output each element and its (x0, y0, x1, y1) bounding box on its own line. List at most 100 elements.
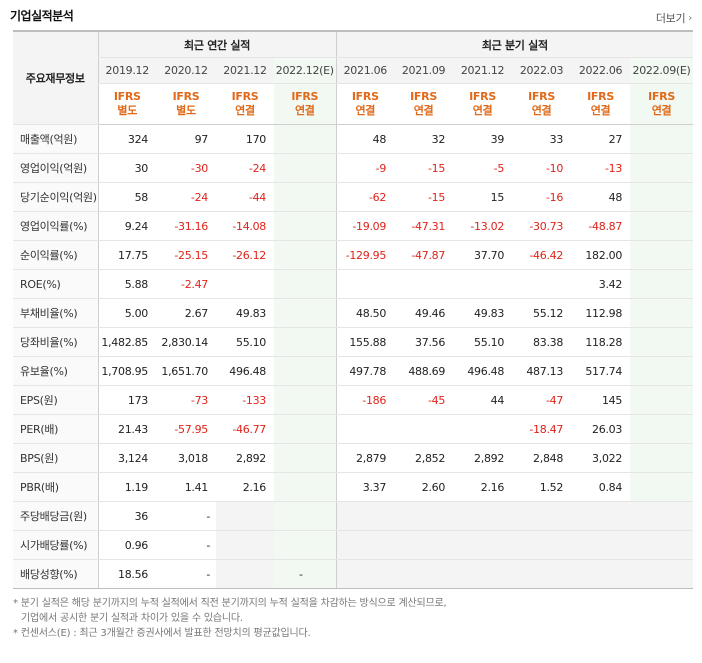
cell-value (216, 501, 274, 531)
cell-value: 55.10 (216, 327, 274, 357)
cell-value: 3.42 (571, 269, 631, 299)
cell-value: -13.02 (453, 211, 513, 241)
cell-value (630, 327, 694, 357)
cell-value: 15 (453, 182, 513, 212)
cell-value: -2.47 (156, 269, 216, 299)
cell-value: -133 (216, 385, 274, 415)
cell-value: 517.74 (571, 356, 631, 386)
cell-value: -46.42 (512, 240, 572, 270)
cell-value: 18.56 (97, 559, 156, 589)
period-header: 2021.12 (216, 57, 274, 84)
period-header: 2021.09 (394, 57, 454, 84)
cell-value: 145 (571, 385, 631, 415)
period-header: 2022.03 (512, 57, 572, 84)
cell-value: 496.48 (216, 356, 274, 386)
annual-group-header: 최근 연간 실적 (97, 30, 337, 58)
row-label: PBR(배) (13, 472, 98, 502)
standard-header: IFRS 연결 (335, 83, 395, 125)
footnote-3: * 컨센서스(E) : 최근 3개월간 증권사에서 발표한 전망치의 평균값입니… (13, 628, 311, 639)
cell-value: -47.31 (394, 211, 454, 241)
cell-value: -5 (453, 153, 513, 183)
cell-value: 37.56 (394, 327, 454, 357)
cell-value: -24 (216, 153, 274, 183)
row-label: 당좌비율(%) (13, 327, 98, 357)
cell-value: -44 (216, 182, 274, 212)
financial-table-container: 주요재무정보 최근 연간 실적 최근 분기 실적 2019.12 2020.12 2… (13, 30, 694, 589)
cell-value: 58 (97, 182, 156, 212)
cell-value: 488.69 (394, 356, 454, 386)
cell-value: -47.87 (394, 240, 454, 270)
cell-value: 83.38 (512, 327, 572, 357)
table-row: 부채비율(%) 5.00 2.67 49.83 48.50 49.46 49.83 55.12… (13, 298, 694, 328)
cell-value: -129.95 (335, 240, 395, 270)
cell-value: -31.16 (156, 211, 216, 241)
quarter-group-header: 최근 분기 실적 (335, 30, 694, 58)
cell-value: 2,830.14 (156, 327, 216, 357)
period-header: 2022.12(E) (274, 57, 337, 84)
cell-value: -57.95 (156, 414, 216, 444)
standard-header: IFRS 연결 (274, 83, 337, 125)
cell-value (274, 414, 337, 444)
cell-value (630, 124, 694, 154)
cell-value: 39 (453, 124, 513, 154)
cell-value: 49.46 (394, 298, 454, 328)
cell-value: - (156, 530, 216, 560)
cell-value: 36 (97, 501, 156, 531)
cell-value (630, 472, 694, 502)
cell-value: 2,848 (512, 443, 572, 473)
table-row: 당기순이익(억원) 58 -24 -44 -62 -15 15 -16 48 (13, 182, 694, 212)
cell-value: -73 (156, 385, 216, 415)
table-row: 주당배당금(원) 36- (13, 501, 694, 531)
cell-value: 2.16 (453, 472, 513, 502)
cell-value: 2.16 (216, 472, 274, 502)
cell-value (630, 269, 694, 299)
cell-value: -18.47 (512, 414, 572, 444)
cell-value: 0.96 (97, 530, 156, 560)
cell-value: -15 (394, 182, 454, 212)
cell-value: 1,708.95 (97, 356, 156, 386)
cell-value: -19.09 (335, 211, 395, 241)
table-row: BPS(원) 3,124 3,018 2,892 2,879 2,852 2,892 2,84… (13, 443, 694, 473)
cell-value: - (274, 559, 337, 589)
cell-value (274, 356, 337, 386)
cell-value: -9 (335, 153, 395, 183)
standard-header: IFRS 별도 (97, 83, 156, 125)
cell-value (394, 414, 454, 444)
cell-value: 170 (216, 124, 274, 154)
cell-value: -24 (156, 182, 216, 212)
cell-value: - (156, 559, 216, 589)
table-row: PER(배) 21.43 -57.95 -46.77 -18.47 26.03 (13, 414, 694, 444)
chevron-right-icon: › (688, 12, 692, 24)
table-row: 유보율(%) 1,708.95 1,651.70 496.48 497.78 488.69… (13, 356, 694, 386)
period-header: 2022.09(E) (630, 57, 694, 84)
cell-value: 33 (512, 124, 572, 154)
cell-value: 155.88 (335, 327, 395, 357)
table-row: PBR(배) 1.19 1.41 2.16 3.37 2.60 2.16 1.52 0.84 (13, 472, 694, 502)
more-label: 더보기 (655, 12, 686, 25)
table-row: EPS(원) 173 -73 -133 -186 -45 44 -47 145 (13, 385, 694, 415)
cell-value (216, 530, 274, 560)
cell-value: -30.73 (512, 211, 572, 241)
cell-value: 37.70 (453, 240, 513, 270)
standard-header: IFRS 연결 (453, 83, 513, 125)
cell-value (394, 269, 454, 299)
cell-value (453, 414, 513, 444)
cell-value (630, 240, 694, 270)
cell-value: 21.43 (97, 414, 156, 444)
row-label: 순이익률(%) (13, 240, 98, 270)
cell-value: 497.78 (335, 356, 395, 386)
more-link[interactable]: 더보기 › (656, 10, 692, 26)
cell-value: 55.10 (453, 327, 513, 357)
cell-value: 1,651.70 (156, 356, 216, 386)
cell-value: 1.19 (97, 472, 156, 502)
cell-value: 27 (571, 124, 631, 154)
period-header: 2020.12 (156, 57, 216, 84)
period-header: 2019.12 (97, 57, 156, 84)
cell-value (274, 298, 337, 328)
cell-value (335, 414, 395, 444)
cell-value: 49.83 (453, 298, 513, 328)
row-header: 주요재무정보 (13, 30, 98, 125)
cell-value: 3,022 (571, 443, 631, 473)
cell-value (274, 530, 337, 560)
row-label: ROE(%) (13, 269, 98, 299)
